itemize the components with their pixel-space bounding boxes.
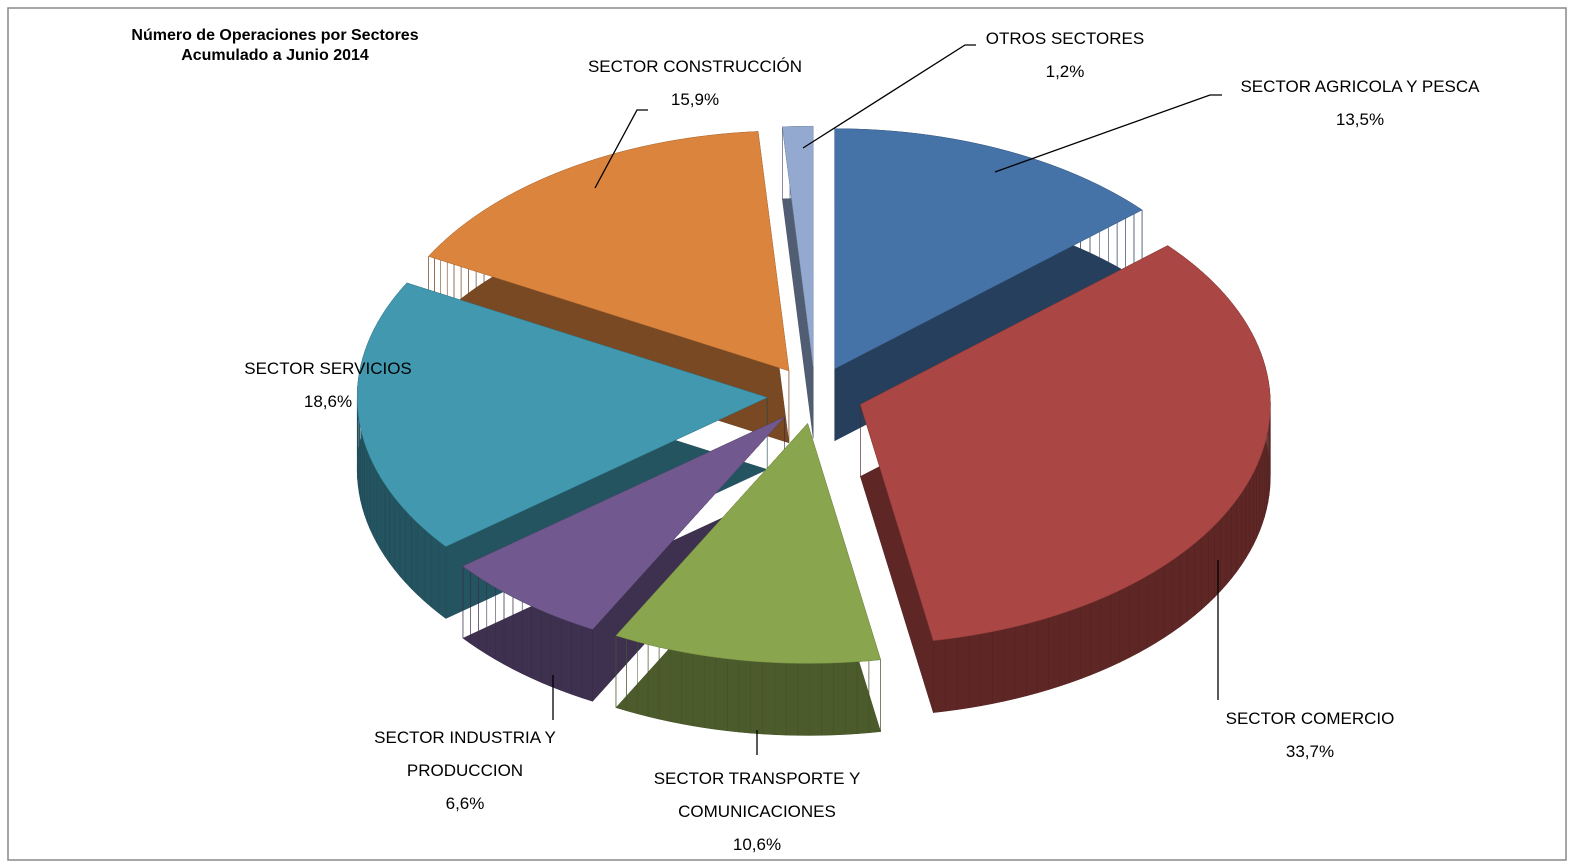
value-label: 10,6%: [732, 835, 782, 854]
value-label: 15,9%: [670, 90, 720, 109]
category-label: SECTOR COMERCIO: [1225, 709, 1395, 728]
slice: [782, 125, 814, 367]
data-label: SECTOR AGRICOLA Y PESCA 13,5%: [1160, 70, 1560, 136]
data-label: SECTOR COMERCIO 33,7%: [1110, 702, 1510, 768]
category-label: SECTOR TRANSPORTE Y COMUNICACIONES: [653, 769, 861, 821]
data-label: SECTOR SERVICIOS 18,6%: [128, 352, 528, 418]
value-label: 1,2%: [1045, 62, 1085, 81]
slice: [834, 128, 1143, 370]
category-label: SECTOR INDUSTRIA Y PRODUCCION: [374, 728, 556, 780]
slice: [428, 131, 790, 372]
value-label: 13,5%: [1335, 110, 1385, 129]
category-label: SECTOR CONSTRUCCIÓN: [587, 57, 803, 76]
chart-title: Número de Operaciones por Sectores: [131, 27, 419, 44]
data-label: SECTOR CONSTRUCCIÓN 15,9%: [495, 50, 895, 116]
slice: [615, 422, 881, 664]
leader-line: [994, 94, 1222, 173]
leader-line: [802, 44, 976, 149]
slice: [356, 282, 768, 547]
category-label: SECTOR AGRICOLA Y PESCA: [1240, 77, 1480, 96]
slice: [860, 245, 1271, 641]
title-block: Número de Operaciones por Sectores Acumu…: [40, 26, 510, 66]
data-label: SECTOR TRANSPORTE Y COMUNICACIONES 10,6%: [637, 762, 877, 861]
chart-subtitle: Acumulado a Junio 2014: [181, 47, 369, 64]
data-label: SECTOR INDUSTRIA Y PRODUCCION 6,6%: [340, 721, 590, 820]
category-label: OTROS SECTORES: [985, 29, 1145, 48]
value-label: 33,7%: [1285, 742, 1335, 761]
chart-border: [7, 7, 1567, 861]
data-label: OTROS SECTORES 1,2%: [865, 22, 1265, 88]
value-label: 18,6%: [303, 392, 353, 411]
slice: [462, 416, 785, 630]
category-label: SECTOR SERVICIOS: [244, 359, 412, 378]
leader-line: [594, 109, 648, 189]
value-label: 6,6%: [445, 794, 485, 813]
